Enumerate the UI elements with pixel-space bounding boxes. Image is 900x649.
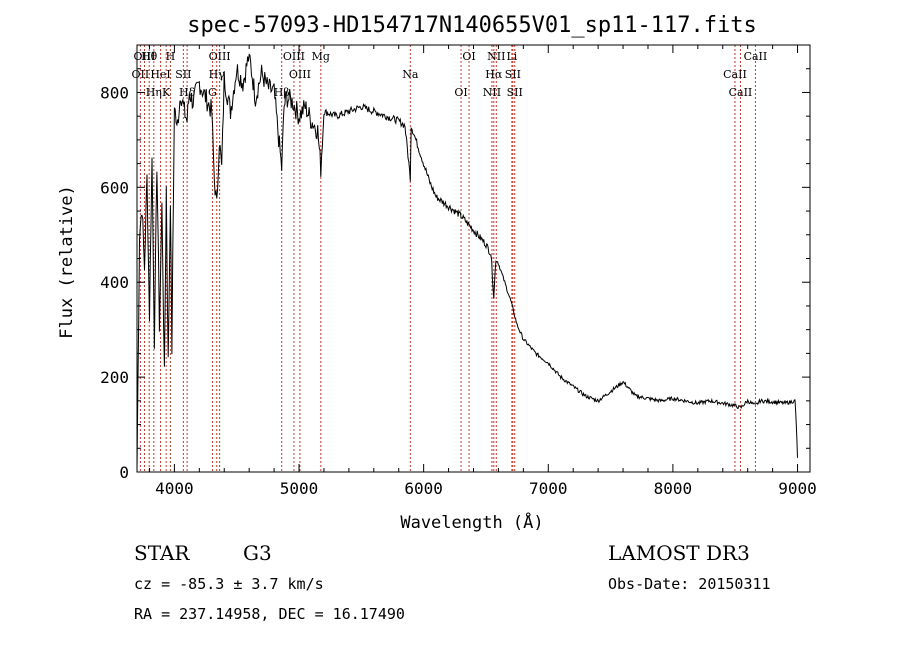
spectral-line-label: OI — [462, 50, 475, 63]
object-subclass: G3 — [243, 541, 272, 565]
spectral-line-markers — [139, 45, 756, 472]
x-tick-label: 5000 — [280, 479, 319, 498]
x-tick-label: 4000 — [155, 479, 194, 498]
spectral-line-label: Mg — [312, 50, 330, 63]
spectral-line-label: G — [208, 86, 217, 99]
x-tick-label: 8000 — [654, 479, 693, 498]
object-class: STAR — [134, 541, 190, 565]
y-tick-label: 200 — [100, 368, 129, 387]
spectral-line-label: OIII — [289, 68, 311, 81]
x-tick-label: 7000 — [529, 479, 568, 498]
spectral-line-label: OI — [454, 86, 467, 99]
spectral-line-labels: HθOIIHηOIIIHeIKHSIIHδOIIIHγGOIIIOIIIHβMg… — [132, 50, 768, 99]
spectral-line-label: HeI — [150, 68, 170, 81]
chart-title: spec-57093-HD154717N140655V01_sp11-117.f… — [187, 13, 757, 38]
observation-date: Obs-Date: 20150311 — [608, 575, 771, 593]
survey-name: LAMOST DR3 — [608, 541, 750, 565]
spectral-line-label: Hη — [146, 86, 162, 99]
plot-frame — [136, 44, 811, 473]
spectral-line-label: H — [166, 50, 176, 63]
spectral-line-label: Hγ — [209, 68, 226, 81]
spectral-line-label: CaII — [723, 68, 747, 81]
spectral-line-label: NII — [483, 86, 501, 99]
x-axis-label: Wavelength (Å) — [400, 511, 543, 533]
y-tick-label: 800 — [100, 83, 129, 102]
y-axis-ticks: 0 200 400 600 800 — [100, 68, 810, 482]
spectral-line-label: OIII — [209, 50, 231, 63]
spectral-line-label: Hδ — [179, 86, 196, 99]
spectral-line-label: Hθ — [141, 50, 158, 63]
x-tick-label: 9000 — [778, 479, 817, 498]
spectral-line-label: K — [162, 86, 171, 99]
spectral-line-label: SII — [175, 68, 191, 81]
spectral-line-label: SII — [505, 68, 521, 81]
spectrum-line — [136, 53, 798, 473]
spectral-line-label: Hα — [485, 68, 503, 81]
spectral-line-label: NII — [487, 50, 505, 63]
x-tick-label: 6000 — [404, 479, 443, 498]
y-tick-label: 600 — [100, 178, 129, 197]
y-tick-label: 400 — [100, 273, 129, 292]
spectral-line-label: SII — [507, 86, 523, 99]
spectral-line-label: OIII — [133, 50, 155, 63]
spectral-line-label: OIII — [283, 50, 305, 63]
y-tick-label: 0 — [119, 463, 129, 482]
spectral-line-label: Li — [506, 50, 517, 63]
x-axis-ticks: 4000 5000 6000 7000 8000 9000 — [148, 45, 817, 498]
spectral-line-label: CaII — [744, 50, 768, 63]
spectral-line-label: OII — [132, 68, 150, 81]
y-axis-label: Flux (relative) — [57, 185, 77, 339]
spectral-line-label: Na — [402, 68, 419, 81]
redshift-readout: cz = -85.3 ± 3.7 km/s — [134, 575, 324, 593]
coordinates-readout: RA = 237.14958, DEC = 16.17490 — [134, 605, 405, 623]
spectral-line-label: CaII — [729, 86, 753, 99]
